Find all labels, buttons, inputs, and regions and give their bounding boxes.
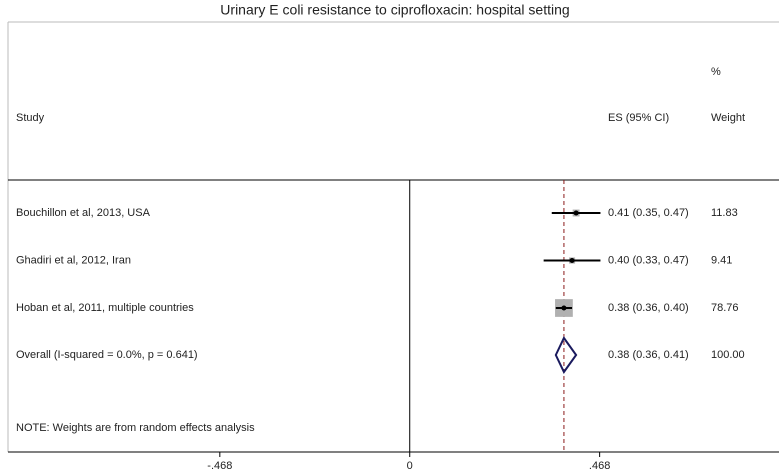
weight: 9.41 [711, 254, 732, 266]
header-es: ES (95% CI) [608, 112, 669, 124]
header-weight-top: % [711, 66, 721, 78]
point-estimate [569, 258, 575, 263]
overall-es-ci: 0.38 (0.36, 0.41) [608, 349, 689, 361]
x-tick-label: .468 [589, 460, 610, 472]
es-ci: 0.41 (0.35, 0.47) [608, 207, 689, 219]
overall-diamond [554, 336, 578, 374]
weight: 11.83 [711, 207, 738, 219]
study-name: Hoban et al, 2011, multiple countries [16, 302, 194, 314]
x-tick-label: 0 [407, 460, 413, 472]
overall-weight: 100.00 [711, 349, 745, 361]
point-estimate [573, 210, 579, 216]
overall-name: Overall (I-squared = 0.0%, p = 0.641) [16, 349, 198, 361]
weight: 78.76 [711, 302, 739, 314]
x-tick-label: -.468 [207, 460, 232, 472]
note: NOTE: Weights are from random effects an… [16, 422, 255, 434]
header-weight: Weight [711, 112, 745, 124]
study-name: Ghadiri et al, 2012, Iran [16, 254, 131, 266]
point-estimate [561, 305, 567, 311]
chart-title: Urinary E coli resistance to ciprofloxac… [220, 2, 569, 18]
header-study: Study [16, 112, 45, 124]
study-name: Bouchillon et al, 2013, USA [16, 207, 151, 219]
es-ci: 0.40 (0.33, 0.47) [608, 254, 689, 266]
es-ci: 0.38 (0.36, 0.40) [608, 302, 689, 314]
